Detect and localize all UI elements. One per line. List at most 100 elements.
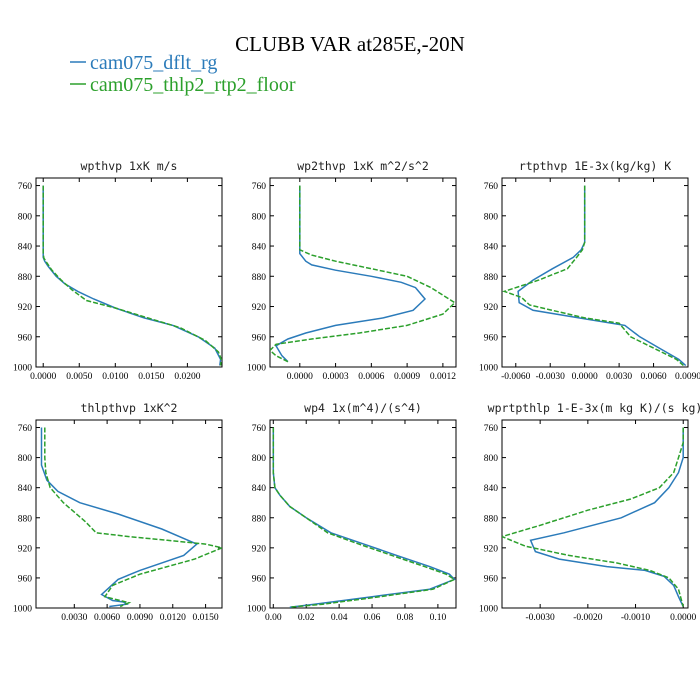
x-tick-label: 0.0012 (430, 372, 456, 382)
plot-frame (269, 177, 457, 368)
y-tick-label: 880 (252, 273, 267, 283)
x-tick-label: -0.0030 (526, 613, 556, 623)
x-tick-label: 0.0060 (640, 372, 666, 382)
panel-title-wprtpthlp: wprtpthlp 1-E-3x(m kg K)/(s kg) (488, 401, 700, 415)
y-tick-label: 840 (484, 243, 499, 253)
series-line-thlp2-rtp2-floor (272, 427, 456, 608)
x-tick-label: 0.00 (265, 613, 282, 623)
x-tick-label: 0.0200 (174, 372, 200, 382)
y-tick-label: 800 (484, 212, 499, 222)
y-tick-label: 760 (18, 424, 33, 434)
series-line-thlp2-rtp2-floor (44, 427, 222, 608)
x-tick-label: -0.0030 (536, 372, 566, 382)
y-tick-label: 880 (18, 514, 33, 524)
y-tick-label: 800 (484, 454, 499, 464)
y-tick-label: 840 (18, 243, 33, 253)
plot-frame (35, 177, 223, 368)
y-tick-label: 880 (18, 273, 33, 283)
y-tick-label: 760 (252, 182, 267, 192)
y-tick-label: 760 (484, 182, 499, 192)
panel-title-thlpthvp: thlpthvp 1xK^2 (81, 401, 178, 415)
legend-label-1: cam075_dflt_rg (90, 52, 217, 74)
y-tick-label: 960 (18, 574, 33, 584)
y-tick-label: 1000 (479, 605, 498, 615)
y-tick-label: 800 (252, 454, 267, 464)
x-tick-label: 0.0000 (287, 372, 313, 382)
panel-wp2thvp: wp2thvp 1xK m^2/s^2 760 800 840 880 920 960 100… (247, 159, 457, 382)
x-tick-label: 0.0100 (102, 372, 128, 382)
y-tick-label: 840 (18, 484, 33, 494)
x-tick-label: 0.10 (430, 613, 447, 623)
y-tick-label: 880 (484, 514, 499, 524)
x-tick-label: 0.0150 (138, 372, 164, 382)
x-tick-label: 0.0030 (61, 613, 87, 623)
y-tick-label: 960 (484, 333, 499, 343)
panel-title-wp4: wp4 1x(m^4)/(s^4) (304, 401, 422, 415)
plot-frame (269, 419, 457, 609)
legend: cam075_dflt_rg cam075_thlp2_rtp2_floor (70, 52, 296, 96)
panel-rtpthvp: rtpthvp 1E-3x(kg/kg) K 760 800 840 880 920 960… (479, 159, 700, 382)
series-line-thlp2-rtp2-floor (502, 427, 684, 607)
y-tick-label: 920 (252, 544, 267, 554)
x-tick-label: 0.0050 (66, 372, 92, 382)
y-tick-label: 920 (18, 544, 33, 554)
x-tick-label: 0.0120 (160, 613, 186, 623)
y-tick-label: 880 (252, 514, 267, 524)
x-tick-label: -0.0060 (501, 372, 531, 382)
panel-thlpthvp: thlpthvp 1xK^2 760 800 840 880 920 960 1000 0.00… (13, 401, 223, 623)
series-line-thlp2-rtp2-floor (502, 185, 684, 367)
y-tick-label: 920 (484, 544, 499, 554)
y-tick-label: 920 (18, 303, 33, 313)
series-line-dflt-rg (529, 427, 684, 607)
y-tick-label: 800 (18, 212, 33, 222)
panel-wp4: wp4 1x(m^4)/(s^4)76080084088092096010000… (247, 401, 457, 623)
x-tick-label: -0.0020 (573, 613, 603, 623)
y-tick-label: 1000 (479, 364, 498, 374)
legend-label-2: cam075_thlp2_rtp2_floor (90, 74, 296, 96)
panel-title-wp2thvp: wp2thvp 1xK m^2/s^2 (297, 159, 429, 173)
y-tick-label: 840 (252, 243, 267, 253)
x-tick-label: 0.0000 (30, 372, 56, 382)
y-tick-label: 840 (484, 484, 499, 494)
y-tick-label: 760 (18, 182, 33, 192)
series-line-thlp2-rtp2-floor (42, 185, 222, 366)
panel-title-wpthvp: wpthvp 1xK m/s (81, 159, 178, 173)
series-line-dflt-rg (274, 185, 427, 363)
panel-wpthvp: wpthvp 1xK m/s76080084088092096010000.00… (13, 159, 223, 382)
y-tick-label: 920 (484, 303, 499, 313)
y-tick-label: 960 (484, 574, 499, 584)
y-tick-label: 920 (252, 303, 267, 313)
plot-frame (501, 177, 689, 368)
y-tick-label: 840 (252, 484, 267, 494)
panel-title-rtpthvp: rtpthvp 1E-3x(kg/kg) K (519, 159, 671, 173)
x-tick-label: 0.0030 (606, 372, 632, 382)
x-tick-label: 0.0006 (358, 372, 384, 382)
x-tick-label: -0.0010 (621, 613, 651, 623)
x-tick-label: 0.04 (331, 613, 348, 623)
y-tick-label: 960 (18, 333, 33, 343)
y-tick-label: 760 (252, 424, 267, 434)
x-tick-label: 0.02 (298, 613, 315, 623)
y-tick-label: 800 (18, 454, 33, 464)
x-tick-label: 0.0060 (94, 613, 120, 623)
x-tick-label: 0.0000 (670, 613, 696, 623)
series-line-dflt-rg (272, 427, 456, 608)
plot-frame (501, 419, 689, 609)
x-tick-label: 0.0090 (127, 613, 153, 623)
legend-item-1: cam075_dflt_rg (70, 52, 217, 74)
legend-item-2: cam075_thlp2_rtp2_floor (70, 74, 296, 96)
series-line-dflt-rg (42, 185, 222, 366)
y-tick-label: 880 (484, 273, 499, 283)
x-tick-label: 0.0150 (193, 613, 219, 623)
panel-wprtpthlp: wprtpthlp 1-E-3x(m kg K)/(s kg) 760 800 840… (479, 401, 700, 623)
x-tick-label: 0.0003 (323, 372, 349, 382)
y-tick-label: 1000 (247, 605, 266, 615)
x-tick-label: 0.06 (364, 613, 381, 623)
y-tick-label: 760 (484, 424, 499, 434)
x-tick-label: 0.0090 (675, 372, 700, 382)
chart-title: CLUBB VAR at285E,-20N (235, 32, 465, 56)
panels-grid: wpthvp 1xK m/s76080084088092096010000.00… (13, 159, 700, 623)
series-line-thlp2-rtp2-floor (270, 185, 456, 363)
series-line-dflt-rg (517, 185, 687, 367)
